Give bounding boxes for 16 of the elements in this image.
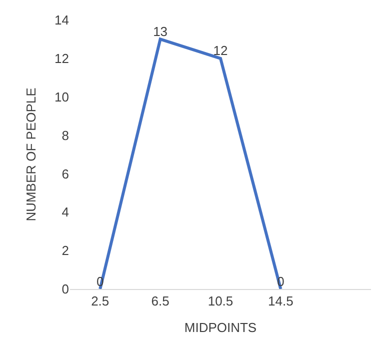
y-tick-label: 14 — [54, 12, 69, 28]
y-axis-title: NUMBER OF PEOPLE — [23, 87, 38, 222]
x-tick-label: 6.5 — [151, 294, 170, 309]
x-tick-label: 10.5 — [208, 294, 234, 309]
data-label: 12 — [213, 43, 228, 58]
data-label: 13 — [153, 24, 168, 39]
y-tick-label: 8 — [62, 128, 69, 143]
y-tick-label: 10 — [54, 89, 69, 104]
x-tick-label: 14.5 — [268, 294, 294, 309]
y-tick-label: 6 — [62, 166, 69, 182]
x-axis-title: MIDPOINTS — [184, 320, 257, 336]
y-tick-label: 2 — [62, 243, 69, 258]
y-tick-label: 12 — [54, 50, 69, 66]
y-tick-label: 0 — [62, 282, 69, 297]
x-tick-label: 2.5 — [91, 294, 110, 309]
y-tick-label: 4 — [62, 204, 69, 220]
